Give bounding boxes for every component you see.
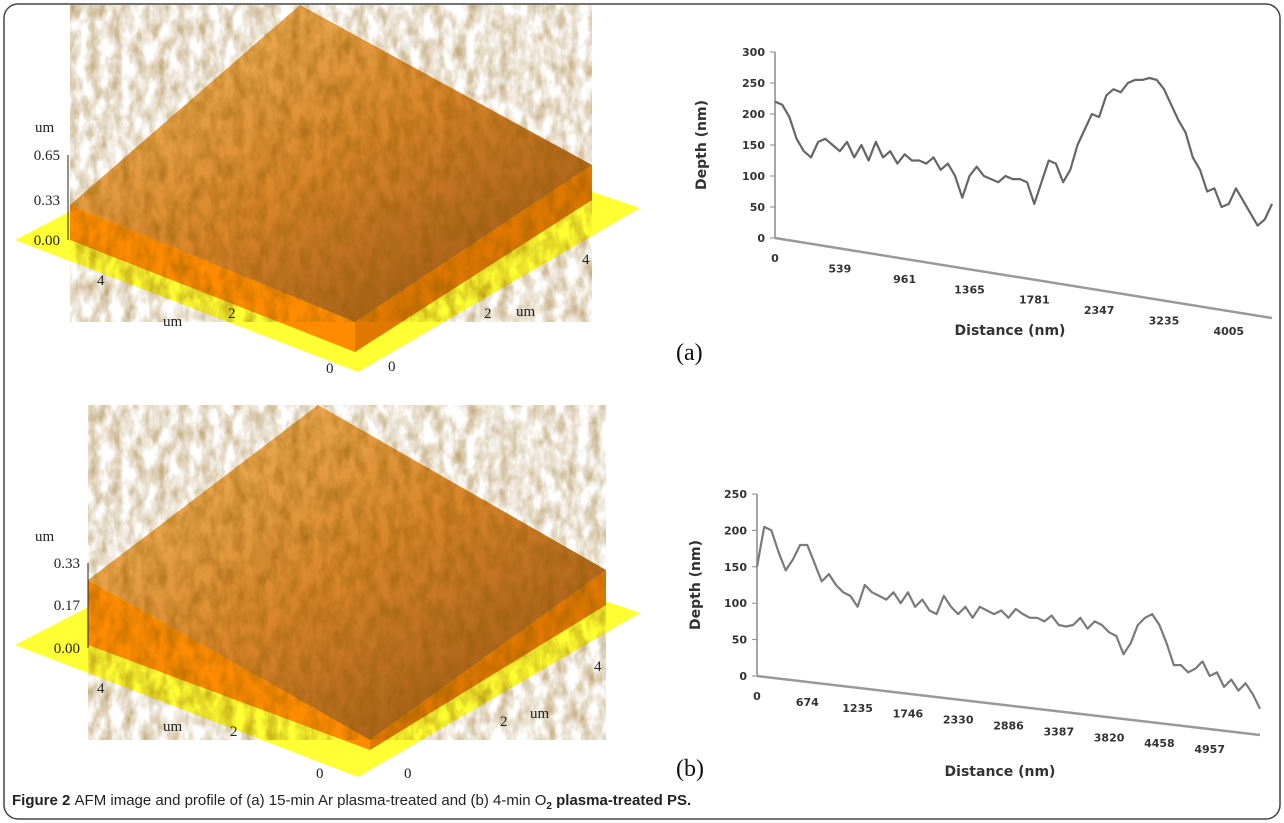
z-tick: 0.00 [54,641,80,657]
z-unit: um [35,120,55,136]
z-tick: 0.00 [34,233,60,249]
x-tick-label: 674 [796,696,819,709]
caption-text: AFM image and profile of (a) 15-min Ar p… [75,792,547,809]
caption-label: Figure 2 [12,792,70,809]
x-tick-label: 3820 [1094,731,1125,744]
x-tick-label: 2347 [1084,304,1115,317]
y-tick-label: 50 [732,634,748,647]
y-tick: 2 [500,714,508,730]
panel-label: (b) [676,756,704,782]
x-tick: 0 [326,361,334,377]
charts: 0 50 100 150 200 250 300 0 539 961 1365 1781 2347 323… [688,46,1273,780]
afm-image: um 0.65 0.33 0.00 4 2 0 um 0 2 4 um [15,5,640,377]
side-face [370,570,606,750]
panel-label: (a) [676,340,703,366]
line-chart: 0 50 100 150 200 250 0 674 1235 1746 2330 2886 3387 3… [688,488,1261,780]
x-tick-label: 4957 [1194,743,1225,756]
y-unit: um [530,706,550,722]
z-tick: 0.17 [54,598,81,614]
y-tick-label: 50 [750,201,766,214]
z-tick: 0.33 [54,556,80,572]
x-tick-label: 1746 [893,708,924,721]
y-unit: um [516,304,536,320]
x-unit: um [163,719,183,735]
y-tick-label: 200 [724,524,747,537]
x-axis [774,236,1273,320]
y-tick-label: 100 [742,170,765,183]
x-tick-label: 1235 [842,702,873,715]
y-tick-label: 300 [742,46,765,59]
y-axis-title: Depth (nm) [688,540,704,630]
x-tick-label: 2330 [943,714,974,727]
z-tick: 0.65 [34,148,60,164]
x-tick-label: 0 [753,690,761,703]
caption-subscript: 2 [546,801,552,812]
x-tick-label: 961 [893,273,916,286]
y-tick-label: 150 [724,561,747,574]
x-tick: 4 [97,681,105,697]
x-tick-label: 4458 [1144,737,1175,750]
y-tick: 4 [594,659,602,675]
y-tick: 2 [484,306,492,322]
x-tick: 2 [230,724,238,740]
x-axis-title: Distance (nm) [955,323,1066,339]
x-tick-label: 1781 [1019,294,1050,307]
x-tick-label: 3235 [1149,315,1180,328]
afm-image: um 0.33 0.17 0.00 4 2 0 um 0 2 4 um [15,405,640,782]
surface-texture [88,405,606,740]
caption-text: plasma-treated PS. [552,792,691,809]
y-tick: 0 [404,766,412,782]
caption: Figure 2 AFM image and profile of (a) 15… [12,792,691,812]
y-tick-label: 100 [724,597,747,610]
x-axis [756,674,1261,737]
x-axis-title: Distance (nm) [945,764,1056,780]
x-tick-label: 4005 [1213,325,1244,338]
side-face [355,165,592,352]
y-tick-label: 200 [742,108,765,121]
y-tick: 0 [388,359,396,375]
x-tick-label: 539 [828,262,851,275]
line-chart: 0 50 100 150 200 250 300 0 539 961 1365 1781 2347 323… [694,46,1273,339]
x-tick-label: 2886 [993,720,1024,733]
x-tick: 4 [97,273,105,289]
y-tick-label: 0 [757,232,765,245]
y-tick-label: 0 [739,670,747,683]
x-tick: 0 [316,766,324,782]
y-tick-label: 150 [742,139,765,152]
y-tick-label: 250 [742,77,765,90]
x-tick-label: 3387 [1043,725,1074,738]
x-unit: um [163,314,183,330]
data-line [774,76,1273,227]
x-tick: 2 [228,306,236,322]
y-tick-label: 250 [724,488,747,501]
y-tick: 4 [582,252,590,268]
frame [3,3,1281,820]
surface-texture [70,5,592,322]
z-unit: um [35,529,55,545]
x-tick-label: 0 [771,252,779,265]
side-face [88,580,370,750]
x-tick-label: 1365 [954,283,985,296]
side-face [70,205,355,352]
data-line [755,525,1261,710]
z-tick: 0.33 [34,193,60,209]
y-axis-title: Depth (nm) [694,100,710,190]
